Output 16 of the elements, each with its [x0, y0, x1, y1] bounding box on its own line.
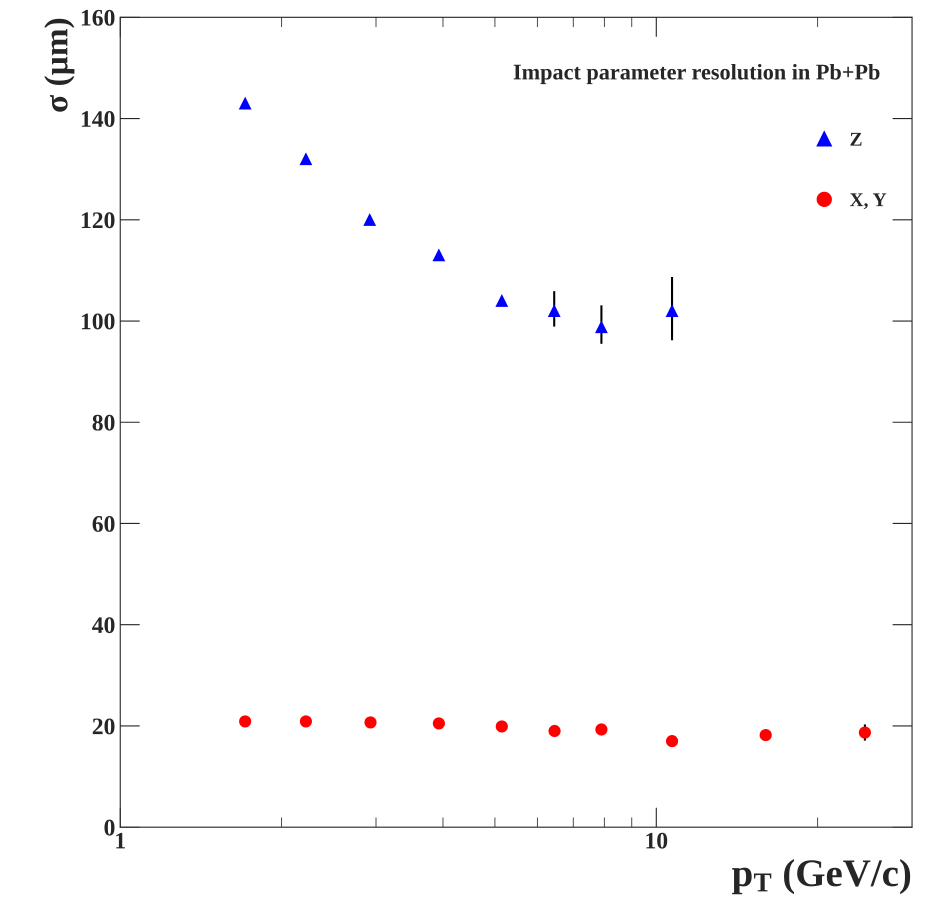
text: Impact parameter resolution in Pb+Pb	[514, 64, 880, 84]
legend-label: Z	[850, 132, 862, 146]
y-tick-label: 160	[82, 10, 114, 26]
y-tick-label: 140	[82, 111, 114, 127]
x-axis-title: p$_{T}$ (GeV/c)	[732, 859, 910, 894]
legend-label: X, Y	[850, 193, 886, 210]
y-tick-label: 100	[82, 314, 114, 330]
y-tick-label: 80	[92, 414, 114, 431]
y-tick-label: 40	[92, 617, 114, 634]
x-tick-label: 1	[116, 832, 125, 848]
y-axis-title: σ (µm)	[44, 18, 74, 112]
y-tick-label: 20	[92, 718, 114, 734]
y-tick-label: 120	[82, 212, 114, 228]
y-tick-label: 0	[104, 820, 114, 836]
x-tick-label: 10	[646, 832, 668, 849]
y-tick-label: 60	[92, 516, 114, 532]
